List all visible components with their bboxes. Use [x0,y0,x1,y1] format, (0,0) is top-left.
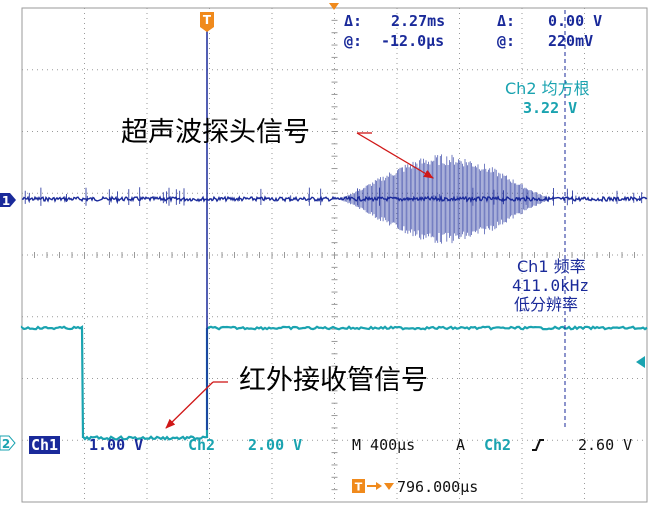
at-volt-label: @: [497,32,516,50]
svg-text:T: T [203,13,212,27]
rising-edge-icon [532,439,544,451]
infrared-signal-label: 红外接收管信号 [239,365,428,396]
ch2-label[interactable]: Ch2 [188,436,216,454]
trigger-level-marker [329,3,339,10]
ultrasonic-arrow [356,132,434,179]
ch1-ground-marker: 1 [0,193,16,208]
delta-volt-label: Δ: [497,12,516,30]
ch1-label[interactable]: Ch1 [29,436,61,454]
ch2-signal-line [20,325,648,441]
infrared-arrow [165,381,214,429]
at-time-label: @: [344,32,363,50]
ch1-spikes [24,187,643,206]
svg-text:1: 1 [2,194,10,208]
svg-text:T: T [355,481,363,494]
cursor-lines [206,10,566,430]
trigger-flag: T [200,12,214,32]
trigger-mode[interactable]: A [456,436,466,454]
trigger-level[interactable]: 2.60 V [578,436,633,454]
trigger-position-icon: T [352,479,394,494]
ch2-scale[interactable]: 2.00 V [248,436,303,454]
ch2-waveform [20,325,648,441]
trigger-position-value[interactable]: 796.000µs [397,478,479,496]
ch2-rms-title: Ch2 均方根 [505,79,590,98]
ultrasonic-signal-label: 超声波探头信号 [121,117,310,148]
at-time-value: -12.0µs [381,32,445,50]
delta-time-label: Δ: [344,12,363,30]
trigger-source[interactable]: Ch2 [484,436,512,454]
delta-time-value: 2.27ms [391,12,446,30]
ch1-freq-note: 低分辨率 [514,295,579,314]
delta-volt-value: 0.00 V [548,12,603,30]
ch1-scale[interactable]: 1.00 V [89,436,144,454]
svg-text:2: 2 [2,437,10,451]
ch2-rms-value: 3.22 V [523,99,578,117]
ch1-freq-value: 411.0kHz [512,276,590,295]
timebase[interactable]: M 400µs [352,436,416,454]
at-volt-value: 220mV [548,32,594,50]
ch1-waveform [21,154,648,244]
ch2-trigger-level-marker [636,356,645,368]
ch1-freq-title: Ch1 频率 [517,257,586,276]
ch2-ground-marker: 2 [0,435,16,451]
